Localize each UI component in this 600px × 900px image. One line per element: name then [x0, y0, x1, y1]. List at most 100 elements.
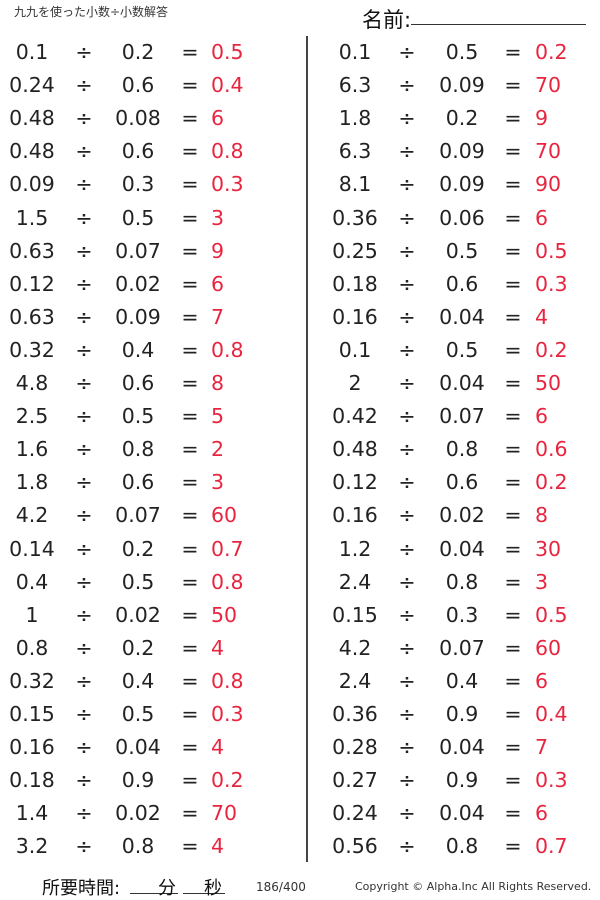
divide-sign: ÷ [75, 337, 93, 362]
divisor: 0.6 [121, 470, 155, 495]
divisor: 0.07 [115, 503, 161, 528]
divisor: 0.04 [439, 304, 485, 329]
dividend: 0.48 [332, 437, 378, 462]
dividend: 0.25 [332, 238, 378, 263]
divide-sign: ÷ [398, 404, 416, 429]
divisor: 0.6 [121, 371, 155, 395]
divisor: 0.9 [121, 768, 155, 793]
dividend: 0.36 [332, 702, 378, 726]
divisor: 0.04 [439, 371, 485, 395]
divisor: 0.5 [121, 404, 155, 429]
answer: 6 [535, 801, 549, 826]
divisor: 0.04 [115, 735, 161, 760]
answer: 5 [211, 404, 225, 429]
equals-sign: = [181, 205, 199, 230]
divisor: 0.07 [115, 238, 161, 263]
dividend: 4.8 [15, 371, 49, 395]
dividend: 0.4 [15, 569, 49, 594]
equals-sign: = [181, 238, 199, 263]
dividend: 1.4 [15, 801, 49, 826]
divisor: 0.07 [439, 404, 485, 429]
divisor: 0.5 [445, 238, 479, 263]
column-divider [306, 36, 308, 862]
dividend: 0.63 [9, 304, 55, 329]
dividend: 0.15 [9, 702, 55, 726]
divisor: 0.6 [121, 73, 155, 98]
dividend: 0.36 [332, 205, 378, 230]
divide-sign: ÷ [398, 735, 416, 760]
answer: 7 [535, 735, 549, 760]
divide-sign: ÷ [398, 106, 416, 131]
divisor: 0.8 [121, 834, 155, 859]
answer: 6 [535, 668, 549, 693]
equals-sign: = [504, 106, 522, 131]
equals-sign: = [181, 139, 199, 164]
divide-sign: ÷ [398, 668, 416, 693]
divide-sign: ÷ [75, 404, 93, 429]
equals-sign: = [504, 503, 522, 528]
dividend: 1.8 [15, 470, 49, 495]
answer: 4 [211, 834, 225, 859]
divisor: 0.09 [439, 73, 485, 98]
equals-sign: = [181, 768, 199, 793]
equals-sign: = [504, 73, 522, 98]
dividend: 0.48 [9, 139, 55, 164]
dividend: 0.18 [9, 768, 55, 793]
divide-sign: ÷ [398, 702, 416, 726]
divide-sign: ÷ [75, 271, 93, 296]
divide-sign: ÷ [398, 635, 416, 660]
divide-sign: ÷ [75, 635, 93, 660]
equals-sign: = [504, 801, 522, 826]
equals-sign: = [181, 40, 199, 64]
dividend: 0.1 [338, 337, 372, 362]
page-number: 186/400 [256, 880, 306, 894]
divide-sign: ÷ [398, 569, 416, 594]
divide-sign: ÷ [398, 801, 416, 826]
answer: 70 [535, 73, 562, 98]
answer: 9 [211, 238, 225, 263]
equals-sign: = [504, 702, 522, 726]
equals-sign: = [181, 172, 199, 197]
dividend: 0.12 [9, 271, 55, 296]
equals-sign: = [504, 271, 522, 296]
minutes-line [130, 893, 178, 894]
equals-sign: = [181, 271, 199, 296]
divide-sign: ÷ [398, 139, 416, 164]
divide-sign: ÷ [75, 205, 93, 230]
equals-sign: = [504, 569, 522, 594]
answer: 90 [535, 172, 562, 197]
answer: 0.8 [211, 139, 244, 164]
divide-sign: ÷ [398, 470, 416, 495]
answer: 50 [535, 371, 562, 395]
dividend: 6.3 [338, 73, 372, 98]
divisor: 0.3 [121, 172, 155, 197]
divide-sign: ÷ [75, 470, 93, 495]
divide-sign: ÷ [75, 73, 93, 98]
divide-sign: ÷ [398, 503, 416, 528]
name-label: 名前: [362, 8, 412, 32]
divide-sign: ÷ [75, 238, 93, 263]
dividend: 0.16 [9, 735, 55, 760]
answer: 0.2 [535, 470, 568, 495]
divisor: 0.02 [115, 801, 161, 826]
time-label: 所要時間: [42, 878, 121, 899]
divisor: 0.02 [115, 602, 161, 627]
equals-sign: = [504, 768, 522, 793]
divisor: 0.09 [439, 172, 485, 197]
answer: 6 [211, 271, 225, 296]
dividend: 0.14 [9, 536, 55, 561]
answer: 7 [211, 304, 225, 329]
divide-sign: ÷ [75, 702, 93, 726]
divide-sign: ÷ [398, 40, 416, 64]
worksheet-title: 九九を使った小数÷小数解答 [14, 5, 169, 19]
answer: 4 [211, 735, 225, 760]
answer: 2 [211, 437, 225, 462]
equals-sign: = [181, 801, 199, 826]
divide-sign: ÷ [398, 205, 416, 230]
divisor: 0.4 [121, 668, 155, 693]
divisor: 0.8 [445, 437, 479, 462]
answer: 70 [211, 801, 238, 826]
equals-sign: = [504, 371, 522, 395]
divisor: 0.6 [445, 271, 479, 296]
dividend: 0.24 [332, 801, 378, 826]
